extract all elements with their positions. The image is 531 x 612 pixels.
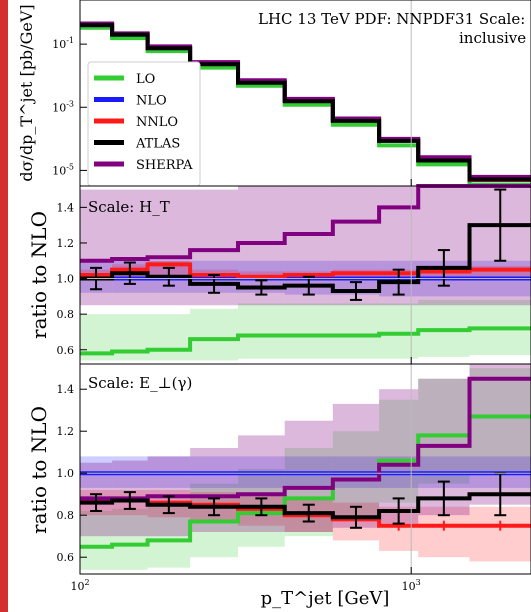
spectrum-ytick-label-1: 10-3 xyxy=(52,99,74,114)
ratio-ht-panel: 0.6 0.8 1.0 1.2 1.4 Scale: H_T ratio to NLO xyxy=(27,184,531,365)
chart-title: LHC 13 TeV PDF: NNPDF31 Scale: H_T xyxy=(258,10,531,28)
ratio-ht-ytick-label-1: 0.8 xyxy=(57,308,75,321)
ratio-ht-ytick-label-2: 1.0 xyxy=(57,273,75,286)
spectrum-atlas-line xyxy=(80,23,531,182)
spectrum-ytick-label-0: 10-1 xyxy=(52,36,74,51)
ratio-ht-ytick-label-4: 1.4 xyxy=(57,201,75,214)
ratio-ht-sherpa-band-bin-1 xyxy=(112,189,148,306)
ratio-eperp-lo-band-bin-8 xyxy=(418,378,470,484)
ratio-eperp-lo-band-bin-2 xyxy=(147,504,191,568)
ratio-ht-lo-band-bin-7 xyxy=(379,303,419,359)
legend-label-lo: LO xyxy=(136,72,155,87)
ratio-ht-ylabel: ratio to NLO xyxy=(27,211,51,339)
ratio-ht-atlas-line xyxy=(80,223,531,294)
ratio-ht-sherpa-band-bin-8 xyxy=(418,186,470,306)
legend-label-sherpa: SHERPA xyxy=(136,158,193,173)
ratio-ht-lo-band-bin-5 xyxy=(284,303,333,359)
xtick-label-1: 103 xyxy=(402,578,421,593)
ratio-ht-lo-band-bin-2 xyxy=(147,314,191,361)
x-axis: 102 103 xyxy=(70,578,420,593)
accent-bar xyxy=(0,0,8,612)
ratio-ht-lo-band-bin-3 xyxy=(190,308,239,361)
ratio-eperp-annotation: Scale: E_⊥(γ) xyxy=(88,374,192,392)
legend-label-atlas: ATLAS xyxy=(135,137,180,152)
ratio-eperp-sherpa-line xyxy=(80,376,531,501)
ratio-eperp-ytick-label-3: 1.2 xyxy=(57,425,75,438)
ratio-eperp-ytick-label-4: 1.4 xyxy=(57,383,75,396)
x-axis-label: p_T^jet [GeV] xyxy=(261,588,390,609)
chart-subtitle: inclusive xyxy=(459,29,526,47)
ratio-eperp-lo-band-bin-1 xyxy=(112,508,148,570)
ratio-ht-annotation: Scale: H_T xyxy=(88,198,170,216)
ratio-ht-ytick-label-0: 0.6 xyxy=(57,344,75,357)
spectrum-panel: 10-1 10-3 10-5 LHC 13 TeV PDF: NNPDF31 Sca… xyxy=(17,0,531,187)
legend-label-nlo: NLO xyxy=(136,94,167,109)
legend-label-nnlo: NNLO xyxy=(136,115,178,130)
ratio-ht-lo-band-bin-6 xyxy=(332,303,380,359)
ratio-eperp-sherpa-band-bin-4 xyxy=(238,435,285,532)
ratio-eperp-ylabel: ratio to NLO xyxy=(27,406,51,534)
ratio-eperp-ytick-label-2: 1.0 xyxy=(57,467,75,480)
ratio-ht-sherpa-line xyxy=(80,184,531,263)
xtick-label-0: 102 xyxy=(70,578,89,593)
ratio-eperp-atlas-line xyxy=(80,492,531,520)
ratio-eperp-ytick-label-0: 0.6 xyxy=(57,551,75,564)
ratio-eperp-lo-band-bin-9 xyxy=(469,368,531,474)
spectrum-ytick-label-2: 10-5 xyxy=(52,162,74,177)
ratio-eperp-panel: 0.6 0.8 1.0 1.2 1.4 Scale: E_⊥(γ) ratio to N… xyxy=(27,363,531,575)
ratio-ht-lo-band-bin-4 xyxy=(238,303,285,359)
spectrum-ylabel: dσ/dp_T^jet [pb/GeV] xyxy=(17,4,36,181)
legend: LO NLO NNLO ATLAS SHERPA xyxy=(87,61,201,187)
ratio-ht-lo-line xyxy=(80,326,531,356)
ratio-eperp-lo-band-bin-0 xyxy=(80,511,113,570)
ratio-eperp-lo-band-bin-6 xyxy=(332,431,380,520)
ratio-eperp-sherpa-band-bin-3 xyxy=(190,448,239,532)
ratio-eperp-ytick-label-1: 0.8 xyxy=(57,509,75,522)
ratio-ht-ytick-label-3: 1.2 xyxy=(57,237,75,250)
